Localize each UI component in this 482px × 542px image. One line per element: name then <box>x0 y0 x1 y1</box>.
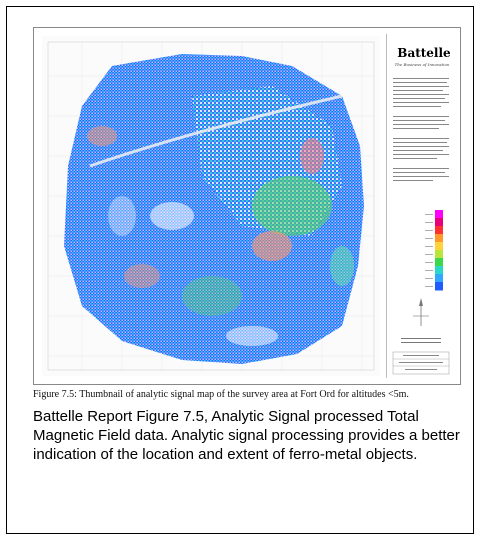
road-line <box>89 94 343 168</box>
color-scale-segment <box>435 250 443 259</box>
color-scale-segment <box>435 210 443 219</box>
color-scale-tick <box>425 254 433 255</box>
color-scale-segment <box>435 258 443 267</box>
color-scale-segment <box>435 274 443 283</box>
color-scale-tick <box>425 230 433 231</box>
color-scale-tick <box>425 278 433 279</box>
distance-scale-icon <box>401 338 441 343</box>
color-scale-tick <box>425 222 433 223</box>
legend-graphics <box>392 78 450 375</box>
color-scale-segment <box>435 226 443 235</box>
survey-map <box>42 36 380 376</box>
color-scale-segment <box>435 242 443 251</box>
color-scale-tick <box>425 270 433 271</box>
legend-text-blocks <box>393 78 449 181</box>
brand-logo-text: Battelle <box>397 46 451 60</box>
color-scale-segment <box>435 266 443 275</box>
color-scale-tick <box>425 262 433 263</box>
color-scale-segment <box>435 218 443 227</box>
map-border <box>47 41 375 371</box>
figure-description: Battelle Report Figure 7.5, Analytic Sig… <box>33 408 460 463</box>
figure-thumbnail: Battelle The Business of Innovation <box>33 27 461 385</box>
color-scale-tick <box>425 238 433 239</box>
color-scale-tick <box>425 214 433 215</box>
map-side-panel: Battelle The Business of Innovation <box>386 34 455 378</box>
figure-caption: Figure 7.5: Thumbnail of analytic signal… <box>33 389 409 400</box>
title-block <box>392 351 450 375</box>
document-frame: Battelle The Business of Innovation <box>6 6 474 534</box>
brand-tagline: The Business of Innovation <box>394 62 450 67</box>
color-scale-segment <box>435 282 443 291</box>
color-scale-tick <box>425 286 433 287</box>
analytic-signal-map <box>47 41 375 371</box>
anomaly-highlights <box>87 126 354 346</box>
color-scale-tick <box>425 246 433 247</box>
color-scale-segment <box>435 234 443 243</box>
color-scale-bar <box>425 210 443 291</box>
north-arrow-icon <box>413 298 429 326</box>
